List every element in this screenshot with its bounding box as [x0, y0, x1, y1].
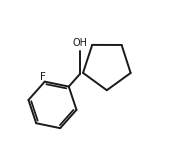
Text: OH: OH	[73, 38, 88, 49]
Text: F: F	[40, 72, 46, 82]
